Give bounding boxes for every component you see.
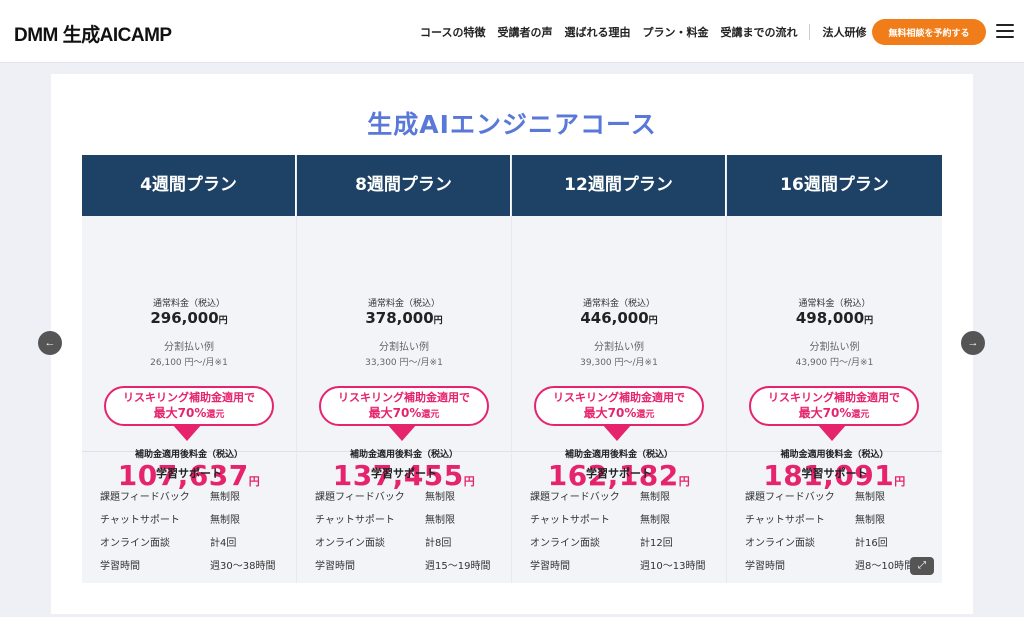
regular-price: 296,000円 <box>150 309 228 327</box>
subsidy-badge: リスキリング補助金適用で 最大70%還元 <box>749 386 919 426</box>
after-subsidy-label: 補助金適用後料金（税込） <box>134 450 243 460</box>
regular-price-label: 通常料金（税込） <box>798 299 871 309</box>
installment-value: 43,900 円〜/月※1 <box>795 358 874 368</box>
book-consultation-button[interactable]: 無料相談を予約する <box>872 19 986 45</box>
after-subsidy-price: 181,091円 <box>763 459 906 492</box>
installment-label: 分割払い例 <box>594 342 644 353</box>
subsidy-badge: リスキリング補助金適用で 最大70%還元 <box>104 386 274 426</box>
nav-item-reasons[interactable]: 選ばれる理由 <box>564 26 631 39</box>
plan-column: 16週間プラン 通常料金（税込） 498,000円 分割払い例 43,900 円… <box>727 155 942 583</box>
price-area: 通常料金（税込） 378,000円 分割払い例 33,300 円〜/月※1 リス… <box>297 216 511 492</box>
hamburger-icon[interactable] <box>996 24 1014 39</box>
down-arrow-icon <box>172 424 202 441</box>
support-row-online: オンライン面談 計8回 <box>315 538 452 549</box>
support-row-chat: チャットサポート 無制限 <box>745 515 885 526</box>
plan-name: 8週間プラン <box>297 155 511 216</box>
nav-item-features[interactable]: コースの特徴 <box>420 26 486 39</box>
installment-label: 分割払い例 <box>809 342 860 353</box>
regular-price-label: 通常料金（税込） <box>152 299 225 309</box>
regular-price: 446,000円 <box>580 309 658 327</box>
support-title: 学習サポート <box>801 467 868 480</box>
plan-column: 4週間プラン 通常料金（税込） 296,000円 分割払い例 26,100 円〜… <box>82 155 297 583</box>
support-row-online: オンライン面談 計16回 <box>745 538 888 549</box>
installment-value: 33,300 円〜/月※1 <box>365 358 443 368</box>
installment-value: 39,300 円〜/月※1 <box>580 358 658 368</box>
support-row-study: 学習時間 週30〜38時間 <box>100 561 276 572</box>
regular-price-label: 通常料金（税込） <box>582 299 655 309</box>
arrow-right-icon[interactable]: → <box>961 331 985 355</box>
installment-label: 分割払い例 <box>379 342 429 353</box>
arrow-left-icon[interactable]: ← <box>38 331 62 355</box>
plan-name: 16週間プラン <box>727 155 942 216</box>
support-row-chat: チャットサポート 無制限 <box>315 515 455 526</box>
price-area: 通常料金（税込） 296,000円 分割払い例 26,100 円〜/月※1 リス… <box>82 216 296 492</box>
price-area: 通常料金（税込） 498,000円 分割払い例 43,900 円〜/月※1 リス… <box>727 216 942 492</box>
after-subsidy-label: 補助金適用後料金（税込） <box>780 450 889 460</box>
support-row-feedback: 課題フィードバック 無制限 <box>745 492 885 503</box>
support-row-online: オンライン面談 計4回 <box>100 538 237 549</box>
support-row-study: 学習時間 週8〜10時間 <box>745 561 915 572</box>
price-area: 通常料金（税込） 446,000円 分割払い例 39,300 円〜/月※1 リス… <box>512 216 726 492</box>
support-row-online: オンライン面談 計12回 <box>530 538 673 549</box>
support-row-feedback: 課題フィードバック 無制限 <box>100 492 240 503</box>
regular-price: 498,000円 <box>795 309 874 327</box>
after-subsidy-label: 補助金適用後料金（税込） <box>349 450 458 460</box>
support-title: 学習サポート <box>586 467 652 480</box>
regular-price-label: 通常料金（税込） <box>367 299 440 309</box>
after-subsidy-price: 162,182円 <box>547 459 691 492</box>
subsidy-badge: リスキリング補助金適用で 最大70%還元 <box>534 386 704 426</box>
nav-item-pricing[interactable]: プラン・料金 <box>642 26 709 39</box>
support-row-chat: チャットサポート 無制限 <box>530 515 670 526</box>
after-subsidy-label: 補助金適用後料金（税込） <box>564 450 673 460</box>
support-row-chat: チャットサポート 無制限 <box>100 515 240 526</box>
logo[interactable]: DMM 生成AICAMP <box>14 25 172 46</box>
down-arrow-icon <box>602 424 632 441</box>
nav-item-flow[interactable]: 受講までの流れ <box>720 26 798 39</box>
subsidy-badge: リスキリング補助金適用で 最大70%還元 <box>319 386 489 426</box>
nav-item-voices[interactable]: 受講者の声 <box>497 26 553 39</box>
plan-name: 12週間プラン <box>512 155 726 216</box>
nav-item-corporate[interactable]: 法人研修 <box>822 26 867 39</box>
installment-label: 分割払い例 <box>164 342 214 353</box>
support-row-feedback: 課題フィードバック 無制限 <box>315 492 455 503</box>
support-row-study: 学習時間 週10〜13時間 <box>530 561 706 572</box>
nav-divider <box>809 24 811 40</box>
plan-name: 4週間プラン <box>82 155 296 216</box>
after-subsidy-price: 137,455円 <box>332 459 476 492</box>
plan-column: 8週間プラン 通常料金（税込） 378,000円 分割払い例 33,300 円〜… <box>297 155 512 583</box>
plans-table: 4週間プラン 通常料金（税込） 296,000円 分割払い例 26,100 円〜… <box>82 155 942 583</box>
support-row-study: 学習時間 週15〜19時間 <box>315 561 491 572</box>
after-subsidy-price: 107,637円 <box>117 459 261 492</box>
down-arrow-icon <box>817 424 847 441</box>
down-arrow-icon <box>387 424 417 441</box>
installment-value: 26,100 円〜/月※1 <box>150 358 228 368</box>
regular-price: 378,000円 <box>365 309 443 327</box>
course-title: 生成AIエンジニアコース <box>367 110 657 139</box>
plan-column: 12週間プラン 通常料金（税込） 446,000円 分割払い例 39,300 円… <box>512 155 727 583</box>
support-title: 学習サポート <box>156 467 222 480</box>
expand-icon[interactable]: ⤢ <box>910 557 934 575</box>
support-title: 学習サポート <box>371 467 437 480</box>
main-nav: コースの特徴 受講者の声 選ばれる理由 プラン・料金 受講までの流れ 法人研修 <box>420 24 878 40</box>
support-row-feedback: 課題フィードバック 無制限 <box>530 492 670 503</box>
site-header: DMM 生成AICAMP コースの特徴 受講者の声 選ばれる理由 プラン・料金 … <box>0 0 1024 63</box>
